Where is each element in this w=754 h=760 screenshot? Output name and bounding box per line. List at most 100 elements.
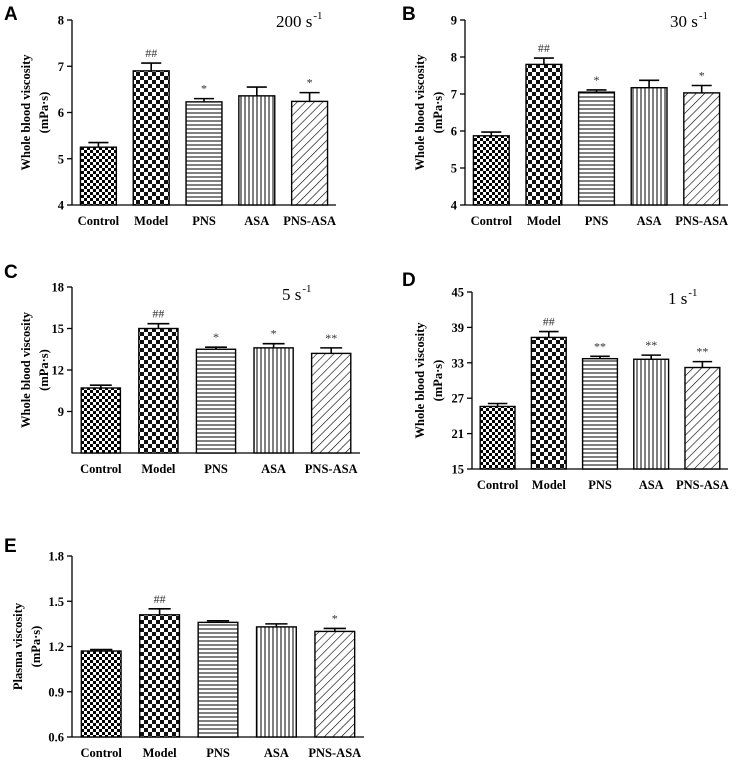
x-tick-label: PNS-ASA (305, 462, 358, 476)
bar-model (530, 336, 567, 470)
x-tick-label: PNS (206, 746, 230, 760)
significance-marker: ## (154, 592, 166, 606)
x-tick-label: PNS-ASA (308, 746, 361, 760)
x-tick-label: Control (80, 746, 122, 760)
significance-marker: * (213, 330, 219, 344)
significance-marker: ** (594, 339, 606, 353)
y-tick-label: 27 (452, 392, 465, 406)
x-tick-label: ASA (637, 214, 662, 228)
panel-letter: D (402, 270, 416, 291)
shear-rate-exponent: -1 (699, 10, 708, 22)
significance-marker: ## (152, 307, 164, 321)
y-tick-label: 7 (451, 88, 457, 102)
x-tick-label: PNS (204, 462, 228, 476)
shear-rate-label: 1 s (668, 289, 687, 308)
x-tick-label: ASA (244, 214, 269, 228)
x-tick-label: ASA (639, 478, 664, 492)
shear-rate-label: 30 s (670, 12, 698, 31)
y-tick-label: 9 (58, 405, 64, 419)
bar-asa (633, 358, 670, 470)
y-axis-label: Whole blood viscosity (19, 54, 33, 171)
significance-marker: ## (543, 315, 555, 329)
bar-pns-asa (683, 92, 721, 206)
bar-control (80, 650, 122, 738)
y-tick-label: 33 (452, 356, 465, 370)
x-tick-label: Control (80, 462, 122, 476)
y-axis-label: Whole blood viscosity (413, 54, 427, 171)
x-tick-label: Model (141, 462, 176, 476)
x-tick-label: Control (471, 214, 513, 228)
y-tick-label: 8 (451, 51, 457, 65)
bar-pns-asa (290, 100, 329, 206)
bar-model (132, 70, 170, 206)
x-tick-label: PNS (585, 214, 609, 228)
y-tick-label: 1.2 (48, 640, 64, 654)
significance-marker: ** (645, 338, 657, 352)
chart-panel-d: D 15 21 27 33 39 45 Whole blood viscosity (mPa·s… (402, 270, 729, 492)
shear-rate-label: 5 s (282, 285, 301, 304)
bar-control (80, 387, 122, 454)
x-tick-label: Model (134, 214, 169, 228)
significance-marker: * (594, 73, 600, 87)
y-tick-label: 6 (451, 125, 457, 139)
y-tick-label: 39 (452, 321, 465, 335)
y-tick-label: 1.8 (48, 550, 64, 564)
y-tick-label: 5 (451, 162, 457, 176)
bar-pns (581, 357, 619, 470)
y-axis-unit: (mPa·s) (29, 626, 43, 668)
y-tick-label: 18 (52, 281, 65, 295)
x-tick-label: PNS-ASA (676, 478, 729, 492)
x-tick-label: Model (143, 746, 178, 760)
bar-pns (195, 348, 237, 454)
bar-model (525, 63, 563, 206)
y-tick-label: 7 (58, 60, 64, 74)
y-tick-label: 6 (58, 106, 64, 120)
x-tick-label: PNS (192, 214, 216, 228)
panel-letter: B (402, 4, 416, 25)
bar-model (138, 327, 179, 454)
significance-marker: ## (145, 46, 157, 60)
y-tick-label: 15 (52, 322, 65, 336)
x-tick-label: Model (532, 478, 567, 492)
y-axis-unit: (mPa·s) (37, 349, 51, 391)
panel-letter: E (4, 536, 17, 557)
y-tick-label: 4 (451, 199, 458, 213)
y-tick-label: 12 (52, 364, 65, 378)
panel-letter: A (4, 4, 18, 25)
x-tick-label: Model (527, 214, 562, 228)
x-tick-label: PNS-ASA (675, 214, 728, 228)
y-tick-label: 0.6 (48, 731, 64, 745)
x-tick-label: Control (78, 214, 120, 228)
chart-panel-b: B 4 5 6 7 8 9 Whole blood viscosity (mPa·s) Contr… (402, 4, 728, 228)
bar-pns-asa (310, 352, 352, 454)
significance-marker: * (699, 68, 705, 82)
x-tick-label: PNS-ASA (283, 214, 336, 228)
y-tick-label: 1.5 (48, 595, 64, 609)
significance-marker: ## (538, 41, 550, 55)
bar-pns (197, 621, 239, 738)
y-tick-label: 0.9 (48, 685, 64, 699)
bar-control (479, 405, 516, 470)
x-tick-label: ASA (264, 746, 289, 760)
y-tick-label: 5 (58, 152, 64, 166)
x-tick-label: Control (477, 478, 519, 492)
bar-pns-asa (314, 630, 356, 738)
y-tick-label: 9 (451, 14, 457, 28)
shear-rate-label: 200 s (276, 12, 312, 31)
significance-marker: * (201, 82, 207, 96)
chart-panel-e: E 0.6 0.9 1.2 1.5 1.8 Plasma viscosity (mPa·s) C… (4, 536, 364, 760)
bar-pns-asa (684, 366, 721, 470)
y-axis-unit: (mPa·s) (431, 92, 445, 134)
panel-letter: C (4, 262, 18, 283)
bar-pns (185, 101, 223, 206)
significance-marker: * (332, 611, 338, 625)
y-tick-label: 15 (452, 463, 465, 477)
x-tick-label: PNS (588, 478, 612, 492)
y-axis-unit: (mPa·s) (431, 360, 445, 402)
significance-marker: ** (696, 345, 708, 359)
y-tick-label: 4 (58, 199, 65, 213)
chart-panel-a: A 4 5 6 7 8 Whole blood viscosity (mPa·s) Contro… (4, 4, 336, 228)
x-tick-label: ASA (261, 462, 286, 476)
bar-asa (630, 87, 668, 206)
